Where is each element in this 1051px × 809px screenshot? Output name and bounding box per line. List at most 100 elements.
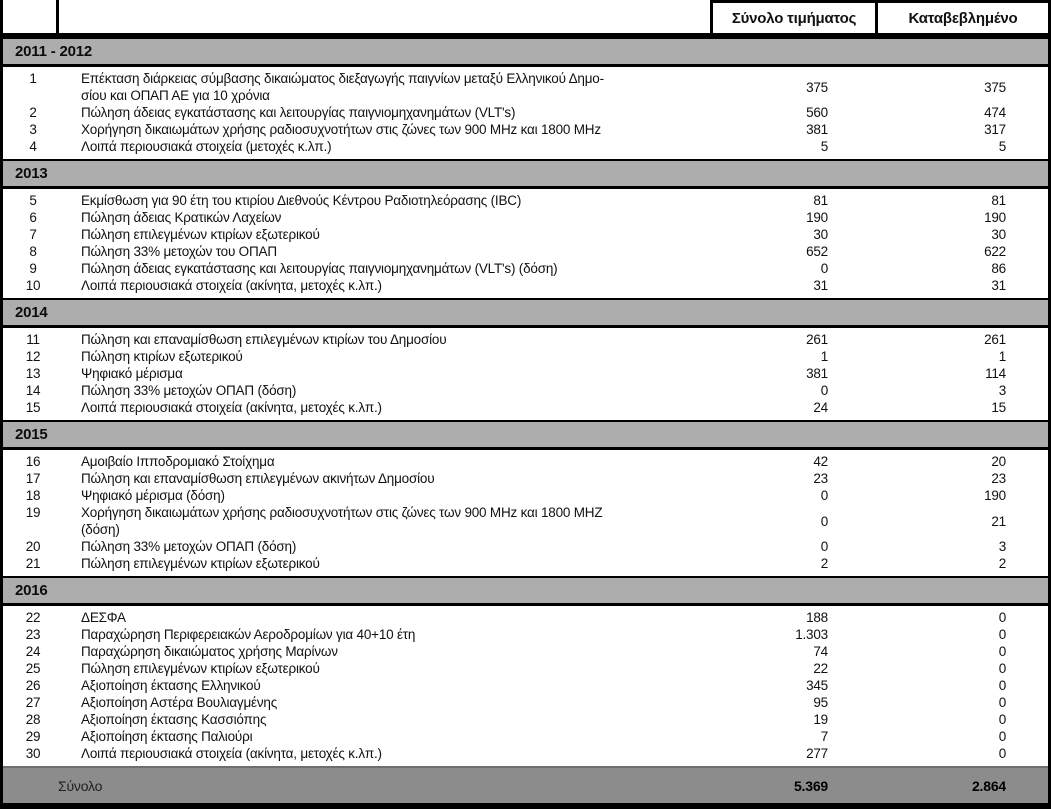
row-description: Χορήγηση δικαιωμάτων χρήσης ραδιοσυχνοτή… <box>81 122 601 137</box>
row-number: 14 <box>25 383 41 398</box>
total-sum-value: 5.369 <box>793 777 828 794</box>
row-number: 29 <box>25 729 41 744</box>
row-paid-value: 0 <box>998 678 1007 693</box>
table-row: 4 Λοιπά περιουσιακά στοιχεία (μετοχές κ.… <box>3 138 1048 155</box>
row-description: Ψηφιακό μέρισμα <box>81 366 183 381</box>
row-total-value: 42 <box>813 454 828 469</box>
row-paid-value: 5 <box>998 139 1007 154</box>
table-row: 30 Λοιπά περιουσιακά στοιχεία (ακίνητα, … <box>3 745 1048 762</box>
table-row: 3 Χορήγηση δικαιωμάτων χρήσης ραδιοσυχνο… <box>3 121 1048 138</box>
row-total-value: 24 <box>813 400 828 415</box>
year-band: 2014 <box>3 298 1048 328</box>
row-description: Πώληση κτιρίων εξωτερικού <box>81 349 243 364</box>
row-description: Λοιπά περιουσιακά στοιχεία (ακίνητα, μετ… <box>81 400 382 415</box>
row-total-value: 375 <box>806 79 828 95</box>
row-total-value: 0 <box>820 261 829 276</box>
row-number: 28 <box>25 712 41 727</box>
table-row: 17 Πώληση και επαναμίσθωση επιλεγμένων α… <box>3 470 1048 487</box>
row-total-value: 22 <box>813 661 828 676</box>
row-total-value: 7 <box>820 729 829 744</box>
row-number: 17 <box>25 471 41 486</box>
row-description: Πώληση και επαναμίσθωση επιλεγμένων κτιρ… <box>81 332 447 347</box>
year-rows: 5 Εκμίσθωση για 90 έτη του κτιρίου Διεθν… <box>3 189 1048 298</box>
row-total-value: 0 <box>820 383 829 398</box>
year-section: 2014 11 Πώληση και επαναμίσθωση επιλεγμέ… <box>3 298 1048 420</box>
total-row: Σύνολο 5.369 2.864 <box>3 766 1048 803</box>
row-description: Πώληση άδειας Κρατικών Λαχείων <box>81 210 282 225</box>
table-row: 6 Πώληση άδειας Κρατικών Λαχείων 190 190 <box>3 209 1048 226</box>
table-row: 24 Παραχώρηση δικαιώματος χρήσης Μαρίνων… <box>3 643 1048 660</box>
row-description: Πώληση και επαναμίσθωση επιλεγμένων ακιν… <box>81 471 435 486</box>
row-paid-value: 15 <box>991 400 1006 415</box>
table-header-row: Σύνολο τιμήματος Καταβεβλημένο <box>3 0 1048 37</box>
row-total-value: 5 <box>820 139 829 154</box>
row-total-value: 277 <box>806 746 828 761</box>
row-description: Πώληση άδειας εγκατάστασης και λειτουργί… <box>81 261 558 276</box>
table-row: 22 ΔΕΣΦΑ 188 0 <box>3 609 1048 626</box>
row-paid-value: 0 <box>998 610 1007 625</box>
table-row: 19 Χορήγηση δικαιωμάτων χρήσης ραδιοσυχν… <box>3 504 1048 538</box>
year-band: 2013 <box>3 159 1048 189</box>
header-cell-description <box>59 0 713 33</box>
row-description: Λοιπά περιουσιακά στοιχεία (ακίνητα, μετ… <box>81 746 382 761</box>
row-number: 21 <box>25 556 41 571</box>
row-description: Λοιπά περιουσιακά στοιχεία (ακίνητα, μετ… <box>81 278 382 293</box>
row-description: Πώληση επιλεγμένων κτιρίων εξωτερικού <box>81 227 320 242</box>
total-label: Σύνολο <box>58 777 103 794</box>
row-number: 19 <box>25 505 41 520</box>
row-paid-value: 375 <box>984 79 1006 95</box>
row-description: Αξιοποίηση Αστέρα Βουλιαγμένης <box>81 695 278 710</box>
table-row: 26 Αξιοποίηση έκτασης Ελληνικού 345 0 <box>3 677 1048 694</box>
year-section: 2015 16 Αμοιβαίο Ιπποδρομιακό Στοίχημα 4… <box>3 420 1048 576</box>
row-total-value: 381 <box>806 366 828 381</box>
table-row: 18 Ψηφιακό μέρισμα (δόση) 0 190 <box>3 487 1048 504</box>
row-number: 5 <box>29 193 37 208</box>
row-description: Επέκταση διάρκειας σύμβασης δικαιώματος … <box>81 71 604 103</box>
row-paid-value: 81 <box>991 193 1006 208</box>
year-rows: 22 ΔΕΣΦΑ 188 0 23 Παραχώρηση Περιφερειακ… <box>3 606 1048 766</box>
bottom-border-bar <box>3 803 1048 809</box>
row-total-value: 0 <box>820 539 829 554</box>
row-number: 7 <box>29 227 37 242</box>
year-section: 2016 22 ΔΕΣΦΑ 188 0 23 Παραχώρηση Περιφε… <box>3 576 1048 766</box>
row-description: Αμοιβαίο Ιπποδρομιακό Στοίχημα <box>81 454 275 469</box>
row-description: Πώληση 33% μετοχών του ΟΠΑΠ <box>81 244 277 259</box>
row-number: 22 <box>25 610 41 625</box>
row-description: ΔΕΣΦΑ <box>81 610 126 625</box>
year-label: 2014 <box>15 304 48 321</box>
row-total-value: 30 <box>813 227 828 242</box>
year-band: 2015 <box>3 420 1048 450</box>
row-paid-value: 114 <box>985 366 1006 381</box>
row-number: 12 <box>25 349 41 364</box>
row-paid-value: 0 <box>998 712 1007 727</box>
row-total-value: 81 <box>813 193 828 208</box>
table-row: 27 Αξιοποίηση Αστέρα Βουλιαγμένης 95 0 <box>3 694 1048 711</box>
row-total-value: 345 <box>806 678 828 693</box>
row-paid-value: 23 <box>991 471 1006 486</box>
row-paid-value: 20 <box>991 454 1006 469</box>
row-number: 27 <box>25 695 41 710</box>
row-paid-value: 317 <box>984 122 1006 137</box>
row-number: 6 <box>29 210 37 225</box>
row-paid-value: 21 <box>991 513 1006 529</box>
row-paid-value: 190 <box>984 488 1006 503</box>
row-paid-value: 0 <box>998 729 1007 744</box>
table-row: 12 Πώληση κτιρίων εξωτερικού 1 1 <box>3 348 1048 365</box>
row-description: Αξιοποίηση έκτασης Κασσιόπης <box>81 712 267 727</box>
table-row: 14 Πώληση 33% μετοχών ΟΠΑΠ (δόση) 0 3 <box>3 382 1048 399</box>
row-description: Πώληση επιλεγμένων κτιρίων εξωτερικού <box>81 661 320 676</box>
row-description: Παραχώρηση δικαιώματος χρήσης Μαρίνων <box>81 644 338 659</box>
row-total-value: 1.303 <box>795 627 828 642</box>
table-row: 10 Λοιπά περιουσιακά στοιχεία (ακίνητα, … <box>3 277 1048 294</box>
total-paid-value: 2.864 <box>971 777 1006 794</box>
row-number: 20 <box>25 539 41 554</box>
year-label: 2015 <box>15 426 48 443</box>
row-number: 23 <box>25 627 41 642</box>
row-total-value: 0 <box>820 513 829 529</box>
row-total-value: 2 <box>820 556 829 571</box>
table-row: 7 Πώληση επιλεγμένων κτιρίων εξωτερικού … <box>3 226 1048 243</box>
row-total-value: 381 <box>806 122 828 137</box>
table-row: 20 Πώληση 33% μετοχών ΟΠΑΠ (δόση) 0 3 <box>3 538 1048 555</box>
row-number: 1 <box>29 71 37 86</box>
year-label: 2011 - 2012 <box>15 43 93 60</box>
